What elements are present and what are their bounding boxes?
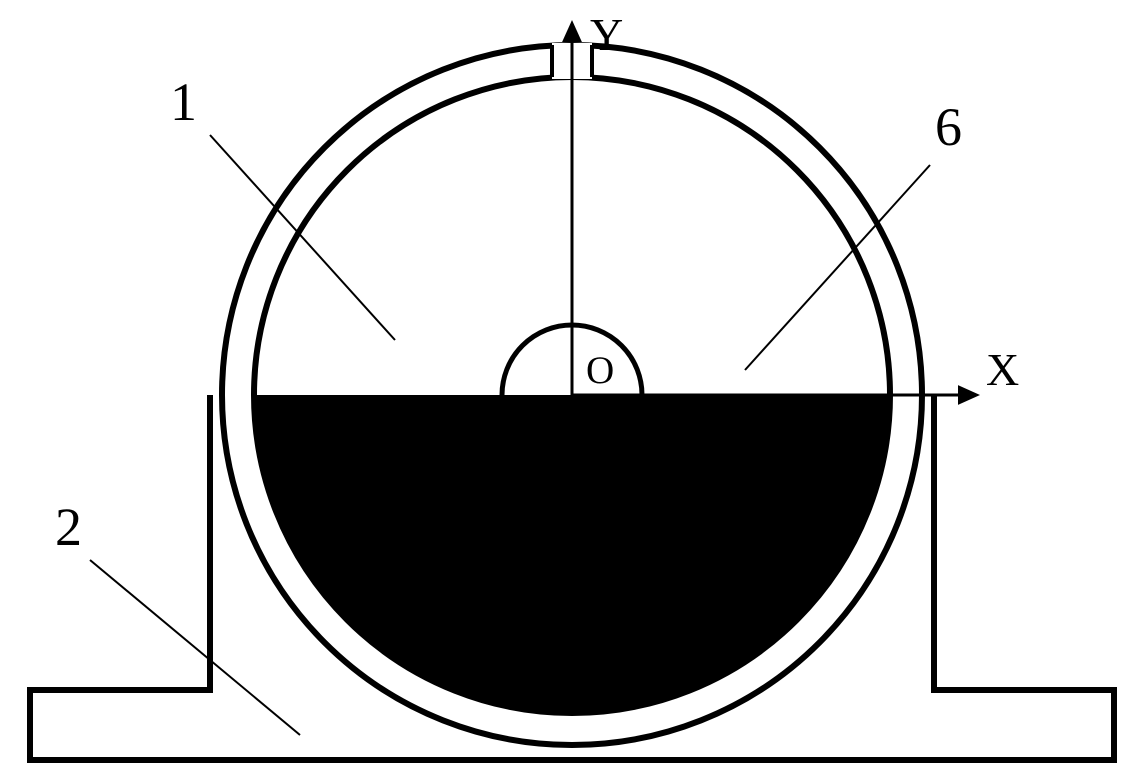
x-axis-arrow bbox=[958, 385, 980, 405]
callout-label-1: 1 bbox=[170, 72, 197, 132]
diagram-canvas: Y X O 1 6 2 bbox=[0, 0, 1144, 775]
callout-label-2: 2 bbox=[55, 497, 82, 557]
origin-label: O bbox=[586, 349, 614, 392]
x-axis-label: X bbox=[986, 344, 1019, 395]
y-axis-arrow bbox=[562, 20, 582, 42]
callout-label-6: 6 bbox=[935, 97, 962, 157]
y-axis-label: Y bbox=[590, 9, 623, 60]
callout-line-2 bbox=[90, 560, 300, 735]
